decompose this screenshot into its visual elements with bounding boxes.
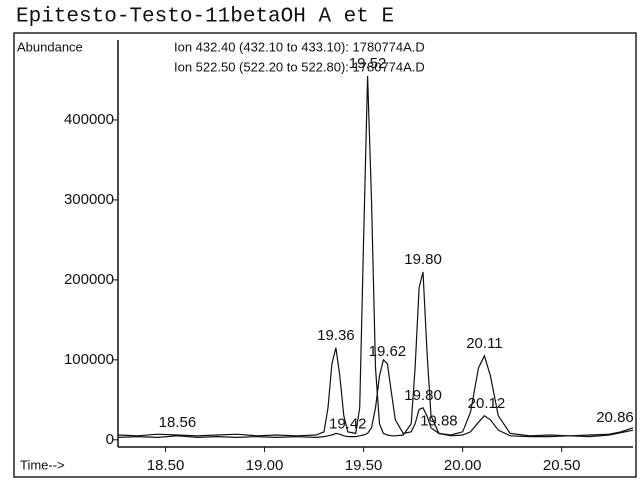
peak-label: 19.80	[404, 387, 442, 404]
y-tick-label: 0	[106, 431, 114, 448]
legend-entry: Ion 432.40 (432.10 to 433.10): 1780774A.…	[174, 39, 425, 54]
y-tick-label: 300000	[64, 191, 114, 208]
y-tick-label: 100000	[64, 351, 114, 368]
x-tick-label: 18.50	[147, 457, 185, 474]
series-line	[117, 358, 634, 439]
peak-label: 19.52	[349, 55, 387, 72]
y-tick-label: 400000	[64, 111, 114, 128]
peak-label: 19.36	[317, 327, 355, 344]
x-axis-label: Time-->	[20, 457, 65, 472]
peak-label: 20.86	[596, 409, 634, 426]
y-tick-label: 200000	[64, 271, 114, 288]
peak-label: 19.42	[329, 416, 367, 433]
x-tick-label: 20.50	[543, 457, 581, 474]
chart-title: Epitesto-Testo-11betaOH A et E	[16, 6, 394, 29]
y-axis-label: Abundance	[17, 39, 83, 54]
x-tick-label: 19.50	[345, 457, 383, 474]
x-tick-label: 20.00	[444, 457, 482, 474]
legend-entry: Ion 522.50 (522.20 to 522.80): 1780774A.…	[174, 59, 425, 74]
x-tick-label: 19.00	[246, 457, 284, 474]
peak-label: 19.80	[404, 251, 442, 268]
peak-label: 19.88	[420, 412, 458, 429]
frame	[13, 32, 637, 478]
peak-label: 19.62	[369, 343, 407, 360]
peak-label: 18.56	[159, 414, 197, 431]
series-line	[117, 75, 634, 437]
peak-label: 20.12	[468, 395, 506, 412]
peak-label: 20.11	[466, 335, 502, 352]
